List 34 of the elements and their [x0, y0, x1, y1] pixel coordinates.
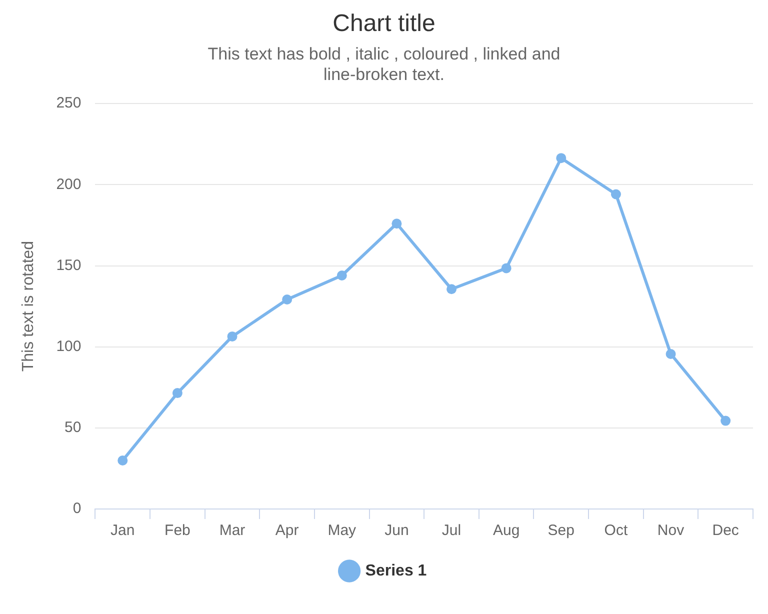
x-tick-label: Nov: [657, 522, 685, 540]
legend-label: Series 1: [365, 562, 427, 580]
point: [666, 348, 676, 359]
y-axis-title: This text is rotated: [20, 240, 38, 372]
chart-subtitle: This text has bold , italic , coloured , linked and line-broken text.: [208, 44, 560, 84]
x-tick-label: Jul: [442, 522, 462, 540]
point: [336, 270, 347, 280]
y-tick-label: 50: [64, 419, 82, 436]
x-tick-label: Apr: [275, 522, 299, 540]
point: [392, 218, 402, 229]
point: [610, 189, 621, 200]
y-tick-label: 200: [56, 176, 82, 193]
point: [556, 153, 566, 164]
point: [172, 388, 182, 398]
x-tick-label: Oct: [604, 522, 628, 540]
x-tick-label: Sep: [548, 522, 574, 540]
x-tick-label: Jan: [110, 522, 135, 540]
point: [282, 294, 292, 304]
point: [720, 416, 731, 426]
point: [446, 284, 457, 294]
x-tick-label: Jun: [384, 522, 409, 540]
point: [118, 456, 128, 466]
y-tick-label: 150: [56, 256, 82, 274]
x-tick-label: May: [328, 522, 357, 540]
point: [501, 263, 512, 274]
x-tick-label: Dec: [712, 522, 740, 540]
x-tick-label: Aug: [492, 522, 520, 540]
x-tick-label: Feb: [164, 522, 190, 540]
x-tick-label: Mar: [219, 522, 246, 540]
y-tick-label: 0: [72, 500, 82, 518]
y-tick-label: 100: [56, 338, 82, 355]
y-tick-label: 250: [56, 94, 82, 112]
chart-title: Chart title: [332, 10, 436, 38]
point: [227, 331, 238, 342]
